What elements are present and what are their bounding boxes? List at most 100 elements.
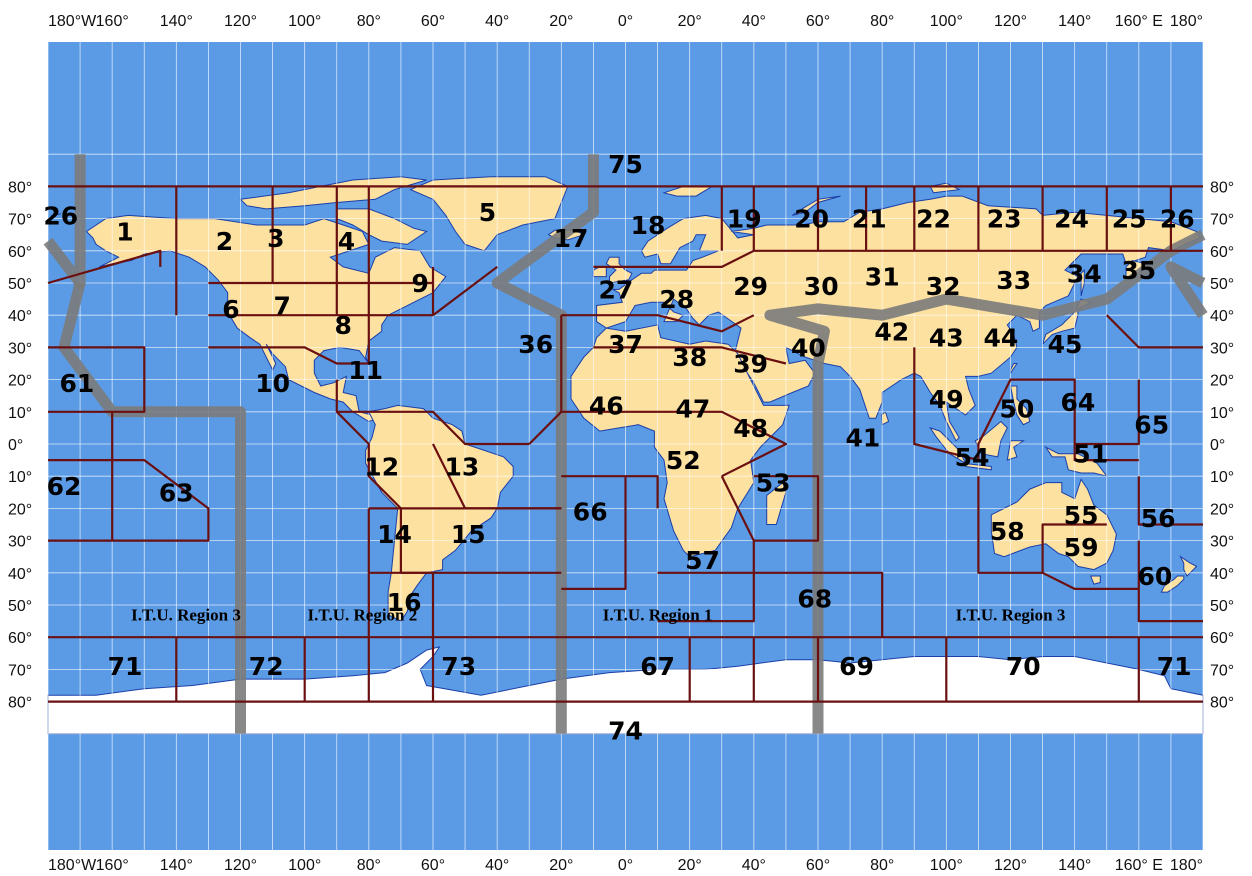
latitude-label: 30° — [1210, 534, 1234, 551]
longitude-label: 140° — [1058, 13, 1091, 30]
zone-label-24: 24 — [1054, 205, 1089, 234]
longitude-label: 0° — [618, 857, 633, 874]
longitude-label: 40° — [742, 857, 766, 874]
zone-boundary — [753, 475, 820, 542]
zone-label-40: 40 — [791, 333, 826, 362]
zone-label-60: 60 — [1138, 562, 1173, 591]
zone-label-36: 36 — [518, 330, 553, 359]
zone-label-47: 47 — [676, 395, 711, 424]
latitude-label: 50° — [8, 276, 32, 293]
zone-label-58: 58 — [990, 517, 1025, 546]
zone-label-44: 44 — [984, 324, 1019, 353]
bottom-longitude-axis: 180°W 160° 140° 120° 100° 80° 60° 40° 20° 0° 20° 40… — [48, 857, 1203, 874]
zone-label-26: 26 — [1160, 205, 1195, 234]
zone-label-49: 49 — [929, 385, 964, 414]
zone-label-45: 45 — [1048, 330, 1083, 359]
itu-region-boundary-3 — [491, 154, 599, 734]
zone-label-30: 30 — [804, 272, 839, 301]
zone-boundary — [561, 476, 627, 591]
land-philippines — [1009, 385, 1031, 426]
longitude-label: 120° — [994, 13, 1027, 30]
longitude-label: 180° — [1170, 13, 1203, 30]
longitude-label: 80° — [870, 13, 894, 30]
latitude-label: 10° — [8, 469, 32, 486]
land-madagascar — [766, 481, 787, 525]
longitude-label: 140° — [160, 857, 193, 874]
zone-label-42: 42 — [874, 317, 909, 346]
zone-label-65: 65 — [1134, 411, 1169, 440]
zone-boundary — [336, 410, 530, 446]
latitude-label: 10° — [8, 405, 32, 422]
latitude-label: 80° — [8, 179, 32, 196]
zone-label-41: 41 — [846, 424, 881, 453]
zone-label-17: 17 — [554, 224, 589, 253]
latitude-label: 20° — [8, 373, 32, 390]
zone-label-55: 55 — [1064, 501, 1099, 530]
latitude-label: 40° — [8, 308, 32, 325]
latitude-label: 60° — [8, 630, 32, 647]
zone-label-25: 25 — [1112, 205, 1147, 234]
latitude-label: 70° — [8, 212, 32, 229]
right-latitude-axis: 80° 70° 60° 50° 40° 30° 20° 10° 0° 10° 20° 30° 40° 50… — [1210, 179, 1234, 711]
zone-boundary — [753, 571, 884, 638]
itu-region-label-2: I.T.U. Region 2 — [308, 606, 418, 625]
zone-label-53: 53 — [756, 469, 791, 498]
latitude-label: 20° — [8, 501, 32, 518]
latitude-label: 0° — [8, 437, 23, 454]
latitude-label: 20° — [1210, 501, 1234, 518]
zone-label-73: 73 — [441, 652, 476, 681]
longitude-label: 160° — [96, 13, 129, 30]
land-java — [961, 462, 992, 471]
itu-region-label-3: I.T.U. Region 1 — [603, 606, 713, 625]
latitude-label: 70° — [8, 662, 32, 679]
zone-label-68: 68 — [797, 585, 832, 614]
zone-label-64: 64 — [1061, 388, 1096, 417]
zone-label-9: 9 — [411, 269, 428, 298]
zone-label-13: 13 — [445, 453, 480, 482]
zone-label-19: 19 — [727, 205, 762, 234]
latitude-label: 30° — [8, 534, 32, 551]
zone-boundary — [593, 249, 1203, 268]
zone-label-75: 75 — [608, 150, 643, 179]
longitude-label: 60° — [421, 13, 445, 30]
zone-boundary — [657, 571, 755, 623]
latitude-label: 10° — [1210, 469, 1234, 486]
zone-boundary — [1137, 540, 1203, 623]
longitude-label: 80° — [870, 857, 894, 874]
longitude-label: 0° — [618, 13, 633, 30]
zone-label-18: 18 — [631, 211, 666, 240]
zone-label-20: 20 — [794, 205, 829, 234]
longitude-label: 20° — [549, 13, 573, 30]
latitude-label: 80° — [8, 695, 32, 712]
zone-label-43: 43 — [929, 324, 964, 353]
zone-boundary — [593, 314, 755, 333]
longitude-label: 40° — [485, 857, 509, 874]
land-south-america — [365, 404, 514, 622]
zone-label-5: 5 — [479, 198, 496, 227]
longitude-label: 180° — [1170, 857, 1203, 874]
zone-label-11: 11 — [348, 356, 383, 385]
longitude-label: 160° — [96, 857, 129, 874]
zone-label-46: 46 — [589, 391, 624, 420]
zone-label-52: 52 — [666, 446, 701, 475]
latitude-label: 40° — [1210, 308, 1234, 325]
itu-region-label-1: I.T.U. Region 3 — [131, 606, 241, 625]
zone-label-69: 69 — [839, 652, 874, 681]
itu-region-labels: I.T.U. Region 3 I.T.U. Region 2 I.T.U. Reg… — [131, 606, 1065, 625]
zone-label-8: 8 — [334, 311, 351, 340]
zone-label-72: 72 — [249, 652, 284, 681]
land-wrangel — [51, 213, 61, 216]
latitude-label: 70° — [1210, 662, 1234, 679]
zone-label-2: 2 — [216, 227, 233, 256]
zone-label-32: 32 — [926, 272, 961, 301]
zone-label-29: 29 — [733, 272, 768, 301]
longitude-label: 120° — [994, 857, 1027, 874]
zone-label-21: 21 — [852, 205, 887, 234]
itu-region-label-4: I.T.U. Region 3 — [956, 606, 1066, 625]
longitude-label: 120° — [224, 13, 257, 30]
longitude-label: 180°W — [48, 13, 97, 30]
longitude-label: 20° — [549, 857, 573, 874]
itu-zone-boundaries — [47, 185, 1203, 703]
